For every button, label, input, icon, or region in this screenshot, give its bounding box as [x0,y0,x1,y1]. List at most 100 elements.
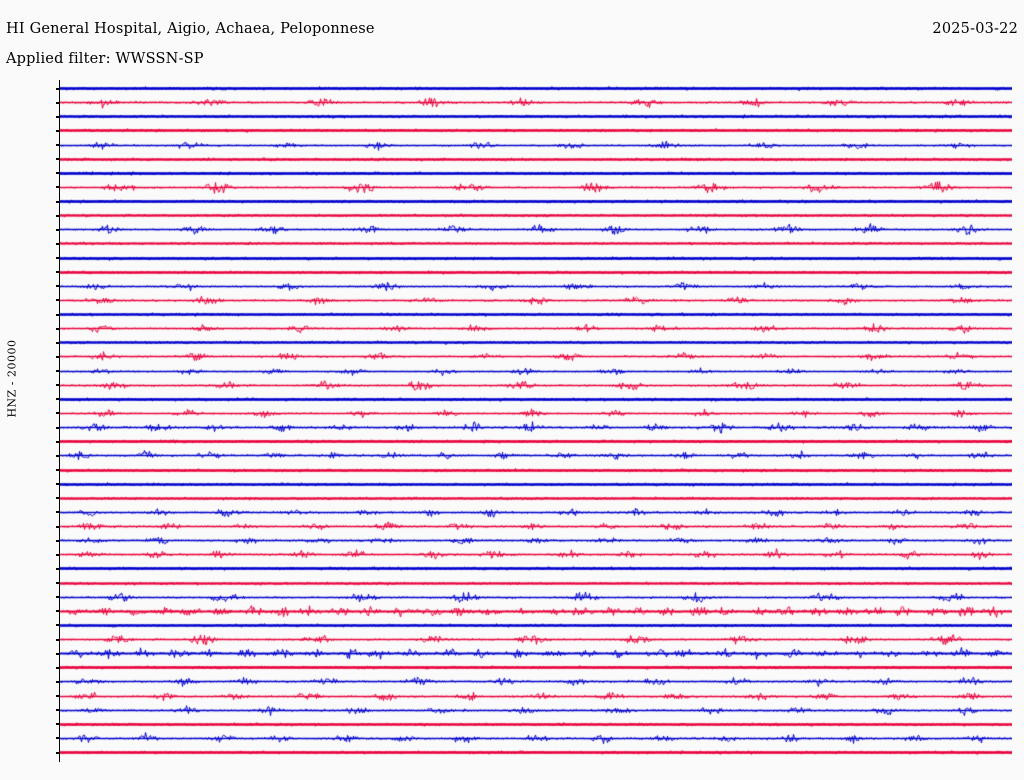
trace-row[interactable]: 22:00 [56,703,1012,718]
trace-row[interactable]: 07:00 [56,279,1012,294]
seismic-trace [60,180,1012,194]
seismic-trace [60,703,1012,717]
row-tick-mark [56,709,60,712]
seismic-trace [60,647,1012,661]
page-title: HI General Hospital, Aigio, Achaea, Pelo… [6,21,375,37]
trace-row[interactable]: 03:00 [56,166,1012,181]
trace-row[interactable]: 18:00 [56,590,1012,605]
y-axis-label: HNZ - 20000 [5,339,19,418]
trace-row[interactable]: 23:30 [56,746,1012,760]
trace-row[interactable]: 10:30 [56,378,1012,393]
row-tick-mark [56,737,60,740]
trace-row[interactable]: 11:00 [56,392,1012,407]
trace-row[interactable]: 17:00 [56,562,1012,576]
row-tick-mark [56,412,60,415]
trace-row[interactable]: 20:30 [56,661,1012,675]
trace-row[interactable]: 12:00 [56,421,1012,435]
trace-row[interactable]: 02:00 [56,138,1012,153]
trace-row[interactable]: 13:30 [56,463,1012,478]
seismic-trace [60,406,1012,420]
trace-row[interactable]: 17:30 [56,576,1012,591]
trace-row[interactable]: 16:00 [56,534,1012,548]
row-tick-mark [56,596,60,599]
trace-row[interactable]: 21:30 [56,689,1012,704]
trace-row[interactable]: 04:30 [56,209,1012,223]
trace-row[interactable]: 11:30 [56,406,1012,421]
trace-row[interactable]: 19:00 [56,618,1012,633]
trace-row[interactable]: 06:30 [56,265,1012,280]
row-tick-mark [56,271,60,274]
trace-row[interactable]: 19:30 [56,633,1012,647]
trace-row[interactable]: 18:30 [56,604,1012,619]
trace-row[interactable]: 08:30 [56,322,1012,336]
seismic-trace [60,633,1012,647]
row-tick-mark [56,384,60,387]
seismic-trace [60,520,1012,534]
applied-filter-label: Applied filter: WWSSN-SP [6,51,204,67]
seismic-trace [60,491,1012,505]
row-tick-mark [56,525,60,528]
row-tick-mark [56,299,60,302]
seismic-trace [60,548,1012,562]
trace-row[interactable]: 23:00 [56,731,1012,746]
trace-row[interactable]: 07:30 [56,293,1012,308]
row-tick-mark [56,680,60,683]
trace-row[interactable]: 16:30 [56,548,1012,562]
seismic-trace [60,223,1012,237]
row-tick-mark [56,87,60,90]
trace-row[interactable]: 20:00 [56,647,1012,661]
trace-row[interactable]: 00:30 [56,96,1012,110]
seismic-trace [60,364,1012,378]
row-tick-mark [56,610,60,613]
trace-row[interactable]: 02:30 [56,152,1012,167]
row-tick-mark [56,483,60,486]
row-tick-mark [56,567,60,570]
trace-row[interactable]: 04:00 [56,195,1012,209]
row-tick-mark [56,497,60,500]
seismic-trace [60,604,1012,618]
trace-row[interactable]: 01:30 [56,124,1012,138]
seismic-trace [60,675,1012,689]
trace-row[interactable]: 15:00 [56,505,1012,520]
row-tick-mark [56,115,60,118]
row-tick-mark [56,440,60,443]
row-tick-mark [56,129,60,132]
trace-row[interactable]: 14:30 [56,491,1012,506]
trace-row[interactable]: 12:30 [56,435,1012,449]
seismic-trace [60,195,1012,209]
row-tick-mark [56,624,60,627]
trace-row[interactable]: 01:00 [56,110,1012,124]
trace-row[interactable]: 05:00 [56,223,1012,237]
seismic-trace [60,265,1012,279]
trace-row[interactable]: 09:00 [56,336,1012,350]
row-tick-mark [56,228,60,231]
trace-row[interactable]: 15:30 [56,520,1012,534]
trace-row[interactable]: 22:30 [56,717,1012,732]
trace-row[interactable]: 13:00 [56,449,1012,463]
seismic-trace [60,618,1012,632]
row-tick-mark [56,101,60,104]
trace-row[interactable]: 05:30 [56,237,1012,251]
row-tick-mark [56,666,60,669]
row-tick-mark [56,511,60,514]
trace-row[interactable]: 10:00 [56,364,1012,379]
trace-row[interactable]: 21:00 [56,675,1012,689]
y-axis-line [59,80,60,762]
row-tick-mark [56,355,60,358]
row-tick-mark [56,469,60,471]
seismic-trace [60,534,1012,548]
row-tick-mark [56,327,60,330]
trace-row[interactable]: 03:30 [56,180,1012,195]
trace-row[interactable]: 14:00 [56,477,1012,492]
seismic-trace [60,279,1012,293]
trace-row[interactable]: 00:00 [56,82,1012,96]
seismic-trace [60,110,1012,124]
trace-row[interactable]: 08:00 [56,308,1012,322]
trace-row[interactable]: 09:30 [56,350,1012,364]
seismic-trace [60,576,1012,590]
seismic-trace [60,435,1012,449]
seismic-trace [60,463,1012,477]
row-tick-mark [56,200,60,203]
trace-row[interactable]: 06:00 [56,251,1012,266]
